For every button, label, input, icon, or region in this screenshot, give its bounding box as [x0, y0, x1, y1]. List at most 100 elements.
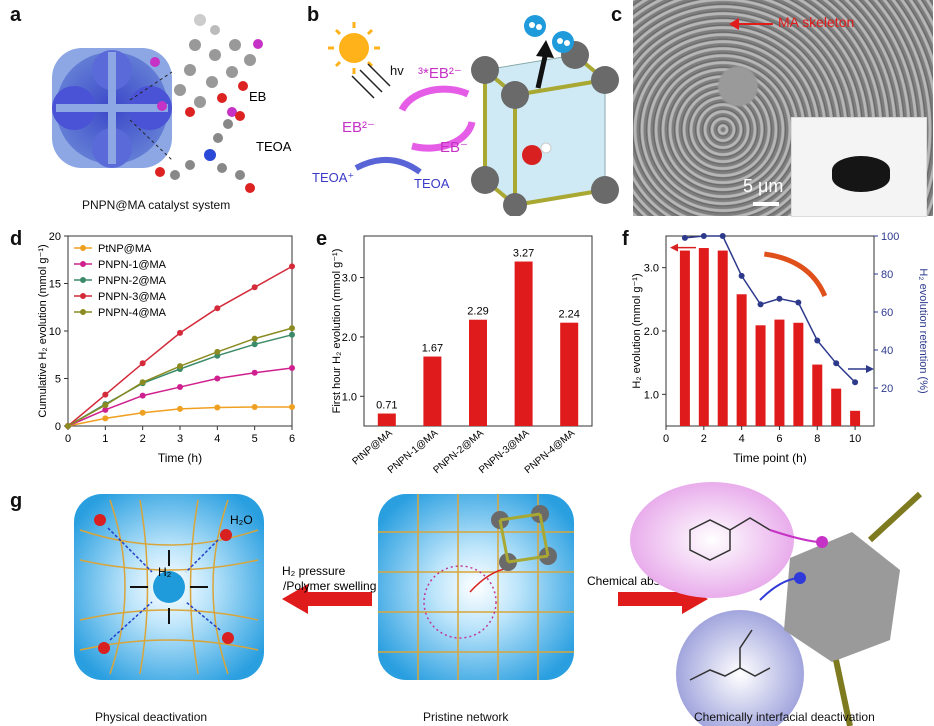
- panel-letter-d: d: [10, 228, 23, 250]
- teoa-label-b: TEOA: [414, 176, 450, 191]
- teoa-label: TEOA: [256, 139, 292, 154]
- ma-photo-inset: [791, 117, 927, 217]
- eb-molecule: [150, 14, 263, 117]
- y-tick-label: 2.0: [644, 326, 659, 338]
- y-tick-label: 5: [55, 374, 61, 386]
- data-point: [251, 341, 258, 348]
- eb-label: EB: [249, 89, 266, 104]
- legend-label: PNPN-1@MA: [98, 259, 167, 271]
- sun-icon: [328, 22, 380, 74]
- data-point: [289, 325, 295, 332]
- h2-bubble-icon: [524, 15, 574, 53]
- retention-point: [757, 301, 764, 308]
- y-tick-label: 3.0: [342, 273, 357, 285]
- panel-letter-g: g: [10, 490, 23, 512]
- panel-letter-b: b: [307, 4, 320, 26]
- data-point: [139, 379, 146, 386]
- bar: [812, 364, 823, 426]
- photocatalysis-scheme: hv ³*EB²⁻ EB²⁻ EB⁻ TEOA⁺ TEOA: [312, 15, 619, 216]
- y-tick-label: 10: [49, 326, 61, 338]
- legend-label: PNPN-4@MA: [98, 307, 167, 319]
- bar: [831, 388, 842, 426]
- physical-deactivation-box: H₂ H₂O: [74, 494, 264, 680]
- data-point: [214, 348, 221, 355]
- x-axis-label: Time point (h): [733, 451, 807, 465]
- chart-stability: 1.0 2.0 3.0 20 40 60 80 100 0 2 4 6 8 10 Time point (h…: [631, 231, 929, 465]
- data-point: [289, 263, 295, 270]
- y-tick-label: 1.0: [644, 389, 659, 401]
- legend-marker: [80, 293, 86, 299]
- pristine-network-box: [378, 494, 574, 680]
- data-label: 2.24: [558, 309, 579, 321]
- legend-label: PNPN-3@MA: [98, 291, 167, 303]
- x-tick-label: 5: [252, 433, 258, 445]
- x-tick-label: 0: [65, 433, 71, 445]
- x-tick-label: 1: [102, 433, 108, 445]
- x-tick-label: 2: [701, 433, 707, 445]
- bar: [514, 261, 533, 426]
- bar: [850, 410, 861, 426]
- data-point: [251, 335, 258, 342]
- y2-tick-label: 80: [881, 269, 893, 281]
- retention-point: [738, 272, 745, 279]
- chemical-deactivation-illustration: [630, 482, 923, 726]
- panel-letter-e: e: [316, 228, 328, 250]
- x-tick-label: 4: [739, 433, 745, 445]
- data-point: [251, 404, 258, 410]
- legend-label: PNPN-2@MA: [98, 275, 167, 287]
- y-tick-label: 2.0: [342, 332, 357, 344]
- catalyst-illustration: EB TEOA: [52, 14, 292, 193]
- bar: [698, 248, 709, 426]
- data-label: 2.29: [467, 306, 488, 318]
- y-tick-label: 1.0: [342, 391, 357, 403]
- legend-marker: [80, 277, 86, 283]
- x-tick-label: PtNP@MA: [351, 428, 395, 468]
- bar: [793, 322, 804, 426]
- data-point: [214, 375, 221, 382]
- y2-tick-label: 100: [881, 231, 899, 243]
- bar: [679, 250, 690, 426]
- data-point: [102, 391, 109, 398]
- panel-letter-a: a: [10, 4, 22, 26]
- retention-point: [852, 379, 859, 386]
- x-tick-label: PNPN-4@MA: [523, 428, 578, 474]
- data-point: [102, 402, 109, 409]
- data-point: [139, 392, 146, 399]
- y-tick-label: 3.0: [644, 263, 659, 275]
- retention-point: [719, 233, 726, 239]
- x-tick-label: 3: [177, 433, 183, 445]
- deactivation-scheme: H₂ H₂O H₂ pressure /Polymer swelling Che…: [74, 482, 923, 726]
- y-tick-label: 15: [49, 279, 61, 291]
- data-point: [251, 369, 258, 376]
- bar: [717, 250, 728, 426]
- data-point: [251, 284, 258, 291]
- teoa-plus-label: TEOA⁺: [312, 170, 354, 185]
- y-axis-label: Cumulative H₂ evolution (mmol g⁻¹): [37, 244, 49, 417]
- data-point: [177, 405, 183, 412]
- caption-chemical: Chemically interfacial deactivation: [694, 710, 875, 724]
- retention-point: [776, 295, 783, 302]
- x-tick-label: 0: [663, 433, 669, 445]
- bar: [774, 319, 785, 426]
- excited-eb-label: ³*EB²⁻: [418, 65, 462, 82]
- data-point: [139, 360, 146, 367]
- data-point: [289, 331, 295, 338]
- eb-dianion-label: EB²⁻: [342, 119, 375, 136]
- y-tick-label: 0: [55, 421, 61, 433]
- data-label: 1.67: [422, 343, 443, 355]
- bar: [560, 322, 579, 426]
- sem-image: c MA skeleton 5 μm: [611, 0, 933, 217]
- x-tick-label: 6: [289, 433, 295, 445]
- y2-axis-label: H₂ evolution retention (%): [917, 268, 929, 393]
- data-point: [102, 406, 109, 413]
- data-point: [214, 404, 221, 411]
- x-tick-label: 8: [814, 433, 820, 445]
- trend-arrow: [763, 251, 828, 298]
- bar: [377, 413, 396, 426]
- retention-point: [795, 299, 802, 306]
- bar: [736, 294, 747, 426]
- retention-point: [681, 234, 688, 241]
- right-axis-arrow-head: [866, 365, 874, 373]
- retention-point: [814, 337, 821, 344]
- data-point: [177, 363, 183, 370]
